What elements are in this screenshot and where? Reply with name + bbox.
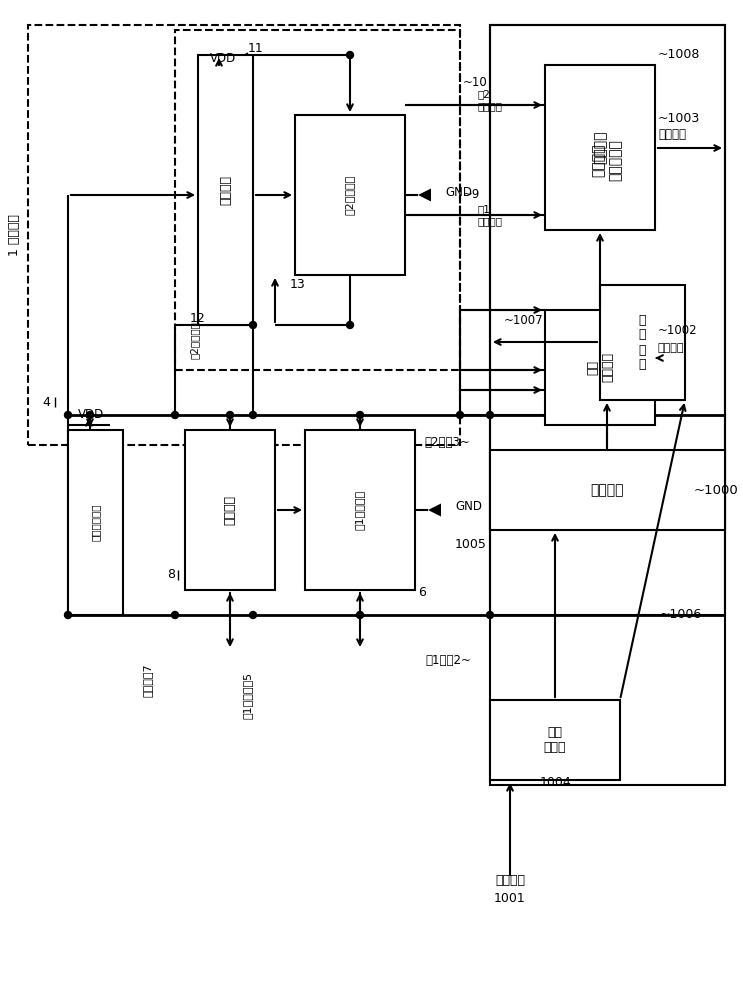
Text: 第2
读出输出: 第2 读出输出 xyxy=(477,89,502,111)
Circle shape xyxy=(346,51,354,58)
Text: 11: 11 xyxy=(248,41,264,54)
Text: 4: 4 xyxy=(42,395,50,408)
Polygon shape xyxy=(418,188,431,202)
Text: VDD: VDD xyxy=(78,408,104,422)
Bar xyxy=(305,430,415,590)
Text: 均衡电路: 均衡电路 xyxy=(224,495,236,525)
Circle shape xyxy=(250,611,256,618)
Text: 1 读出电路: 1 读出电路 xyxy=(8,214,22,256)
Text: 8: 8 xyxy=(167,568,175,582)
Text: ~1006: ~1006 xyxy=(660,608,702,621)
Text: GND: GND xyxy=(445,186,472,198)
Circle shape xyxy=(227,412,233,418)
Text: 第2放电电路: 第2放电电路 xyxy=(345,175,355,215)
Text: 第1
读出输出: 第1 读出输出 xyxy=(477,204,502,226)
Text: 地址
译码器: 地址 译码器 xyxy=(544,726,566,754)
Text: 电流负载电路: 电流负载电路 xyxy=(91,504,100,541)
Text: VDD: VDD xyxy=(210,51,236,64)
Text: 列选通器: 列选通器 xyxy=(591,483,624,497)
Polygon shape xyxy=(428,504,441,516)
Bar xyxy=(295,115,405,275)
Text: 13: 13 xyxy=(290,278,306,292)
Bar xyxy=(175,30,460,370)
Circle shape xyxy=(250,322,256,328)
Bar xyxy=(198,55,253,325)
Text: ~1008: ~1008 xyxy=(658,48,701,62)
Circle shape xyxy=(456,412,464,418)
Text: ~1000: ~1000 xyxy=(693,484,738,496)
Text: 第1放电信号5: 第1放电信号5 xyxy=(243,671,253,719)
Bar xyxy=(490,450,725,530)
Circle shape xyxy=(250,412,256,418)
Text: 第2放电信号: 第2放电信号 xyxy=(190,321,200,359)
Text: 锁存电路: 锁存电路 xyxy=(593,131,607,164)
Bar xyxy=(490,25,725,785)
Text: ~10: ~10 xyxy=(463,76,487,89)
Circle shape xyxy=(65,611,71,618)
Text: 第1放电电路: 第1放电电路 xyxy=(355,490,365,530)
Text: ~1003: ~1003 xyxy=(658,111,700,124)
Text: 第2输入3~: 第2输入3~ xyxy=(424,436,470,450)
Bar xyxy=(545,310,655,425)
Bar xyxy=(185,430,275,590)
Text: 定时
产生电路: 定时 产生电路 xyxy=(586,353,614,382)
Bar xyxy=(28,25,460,445)
Circle shape xyxy=(65,412,71,418)
Bar xyxy=(68,430,123,615)
Circle shape xyxy=(86,412,94,418)
Text: 控制信号: 控制信号 xyxy=(658,343,684,353)
Circle shape xyxy=(346,322,354,328)
Text: 12: 12 xyxy=(190,312,206,324)
Text: GND: GND xyxy=(455,500,482,514)
Bar xyxy=(600,285,685,400)
Text: 行
驱
动
器: 行 驱 动 器 xyxy=(639,314,646,371)
Text: ~1007: ~1007 xyxy=(503,314,543,326)
Circle shape xyxy=(172,412,178,418)
Text: 6: 6 xyxy=(418,585,426,598)
Circle shape xyxy=(487,412,493,418)
Text: 差动电路: 差动电路 xyxy=(219,175,232,205)
Text: ~9: ~9 xyxy=(463,188,481,202)
Text: 第1输入2~: 第1输入2~ xyxy=(425,654,471,666)
Text: 1005: 1005 xyxy=(455,538,487,552)
Text: 地址输入: 地址输入 xyxy=(495,874,525,886)
Text: 非易失性
存储器阵列: 非易失性 存储器阵列 xyxy=(592,139,622,181)
Text: 数据输出: 数据输出 xyxy=(658,128,686,141)
Bar xyxy=(545,65,655,230)
Bar xyxy=(490,25,725,615)
Text: 均衡信号7: 均衡信号7 xyxy=(143,663,153,697)
Bar xyxy=(490,700,620,780)
Circle shape xyxy=(487,611,493,618)
Text: ~1002: ~1002 xyxy=(658,324,698,336)
Circle shape xyxy=(357,412,363,418)
Text: 1001: 1001 xyxy=(494,892,526,904)
Circle shape xyxy=(357,611,363,618)
Text: 1004: 1004 xyxy=(540,776,572,790)
Circle shape xyxy=(172,611,178,618)
